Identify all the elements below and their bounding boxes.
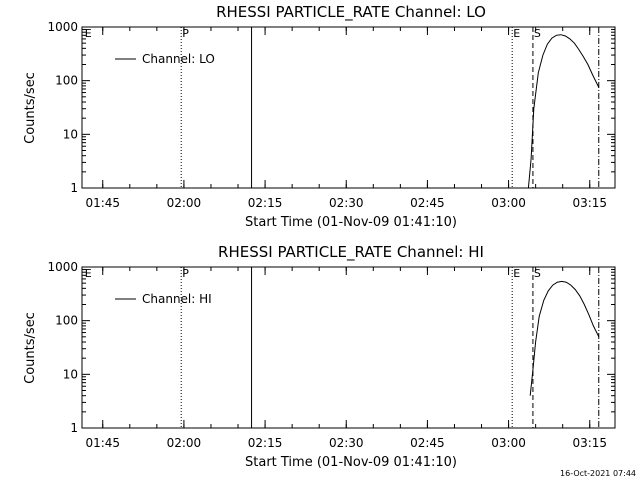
y-tick-label: 100 [55,314,78,328]
x-tick-label: 03:15 [572,436,607,450]
event-marker-label: E [85,27,92,40]
panel-hi-title: RHESSI PARTICLE_RATE Channel: HI [218,243,484,262]
panel-lo-xlabel: Start Time (01-Nov-09 01:41:10) [245,215,457,230]
event-marker-label: S [534,27,541,40]
x-tick-label: 03:00 [491,436,526,450]
x-tick-label: 03:00 [491,196,526,210]
x-tick-label: 03:15 [572,196,607,210]
event-marker-label: P [182,27,189,40]
y-tick-label: 100 [55,74,78,88]
event-marker-label: E [513,27,520,40]
event-marker-label: S [534,267,541,280]
x-tick-label: 02:30 [329,436,364,450]
x-tick-label: 02:00 [167,196,202,210]
panel-hi: RHESSI PARTICLE_RATE Channel: HI Counts/… [23,243,616,470]
event-marker-label: P [182,267,189,280]
x-tick-label: 01:45 [85,436,120,450]
panel-hi-xlabel: Start Time (01-Nov-09 01:41:10) [245,455,457,470]
panel-lo-frame [81,26,616,189]
y-tick-label: 1 [70,181,78,195]
x-tick-label: 02:45 [410,436,445,450]
x-tick-label: 02:00 [167,436,202,450]
legend-label: Channel: HI [142,292,212,306]
series-line [529,280,600,396]
x-tick-label: 02:15 [248,436,283,450]
y-tick-label: 1000 [47,260,78,274]
y-tick-label: 10 [63,127,78,141]
x-tick-label: 02:15 [248,196,283,210]
legend-label: Channel: LO [142,52,215,66]
event-marker-label: E [513,267,520,280]
series-line [527,34,600,189]
panel-lo: RHESSI PARTICLE_RATE Channel: LO Counts/… [23,3,616,230]
x-tick-label: 02:45 [410,196,445,210]
panel-hi-ylabel: Counts/sec [23,312,38,384]
panel-hi-frame [81,266,616,429]
panel-lo-title: RHESSI PARTICLE_RATE Channel: LO [216,3,486,22]
y-tick-label: 1 [70,421,78,435]
y-tick-label: 1000 [47,20,78,34]
panel-lo-ylabel: Counts/sec [23,72,38,144]
timestamp: 16-Oct-2021 07:44 [560,469,636,478]
event-marker-label: E [85,267,92,280]
y-tick-label: 10 [63,367,78,381]
x-tick-label: 01:45 [85,196,120,210]
x-tick-label: 02:30 [329,196,364,210]
